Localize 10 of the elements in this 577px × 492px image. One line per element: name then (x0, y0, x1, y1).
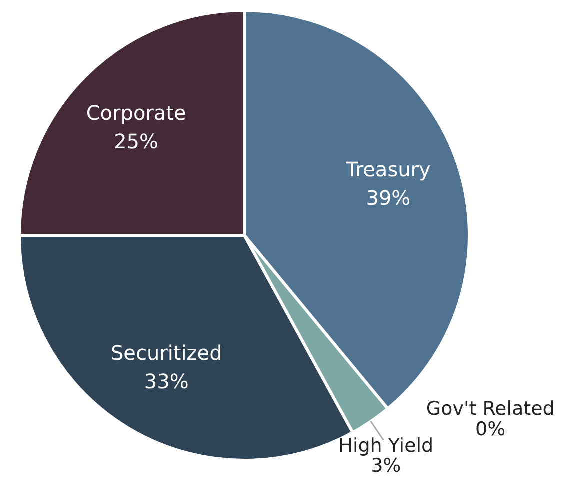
slice-label: Securitized (110, 340, 222, 365)
data-label: 25% (114, 130, 159, 154)
slice-label: Treasury (345, 157, 432, 182)
category-label: Gov't Related (426, 398, 555, 420)
slice-label: High Yield (338, 434, 434, 457)
data-label: 3% (371, 455, 402, 478)
slice-label: Corporate (86, 101, 186, 126)
data-label: 39% (366, 186, 411, 210)
data-label: 33% (144, 369, 189, 394)
text: 0% (476, 418, 506, 440)
